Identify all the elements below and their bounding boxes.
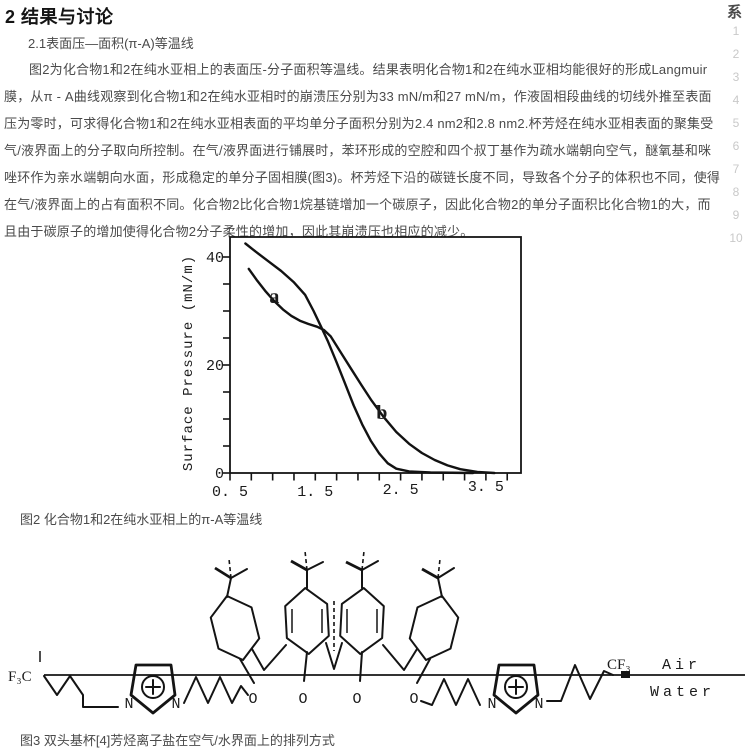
cf3-label: CF₃ [607,657,631,673]
left-linker-chain [183,676,249,704]
figure2-chart: Surface Pressure (mN/m) 0 20 40 0. 5 1. … [181,236,522,501]
plus-charge-icon [141,675,165,699]
curve-a [244,242,475,475]
x-tick-label: 2. 5 [383,482,419,499]
benzene-ring [408,594,460,662]
page-number[interactable]: 2 [732,47,740,61]
benzene-ring [339,587,385,655]
subsection-heading: 2.1表面压—面积(π-A)等温线 [28,36,194,51]
n-atom-label: N [534,696,543,713]
x-tick-label: 3. 5 [468,479,504,496]
curve-label-a: a [269,286,279,308]
page-number[interactable]: 5 [732,116,740,130]
tert-butyl-group [421,558,455,598]
y-tick-label: 0 [215,466,224,483]
curve-label-b: b [376,402,387,424]
paragraph-line: 图2为化合物1和2在纯水亚相上的表面压-分子面积等温线。结果表明化合物1和2在纯… [29,62,708,77]
tert-butyl-group [214,558,248,598]
right-linker-chain [420,678,481,706]
page-number[interactable]: 7 [732,162,740,176]
bond-terminus-mark [621,671,630,678]
x-tick-label: 0. 5 [212,484,248,501]
paragraph-line: 膜，从π - A曲线观察到化合物1和2在纯水亚相时的崩溃压分别为33 mN/m和… [4,89,712,104]
sidebar-pager: 1 2 3 4 5 6 7 8 9 10 [724,20,748,250]
figure3-structure: F₃C N N [8,550,745,715]
air-label: Air [662,657,701,674]
paragraph-line: 气/液界面上的分子取向所控制。在气/液界面进行铺展时，苯环形成的空腔和四个叔丁基… [4,143,712,158]
page-number[interactable]: 6 [732,139,740,153]
methylene-bridge [382,644,418,671]
sidebar-partial-char: 系 [727,4,743,21]
o-atom-label: O [409,691,418,708]
o-atom-label: O [352,691,361,708]
figure2-caption: 图2 化合物1和2在纯水亚相上的π-A等温线 [20,512,263,527]
page-number[interactable]: 8 [732,185,740,199]
n-atom-label: N [124,696,133,713]
page-number[interactable]: 9 [732,208,740,222]
y-tick-label: 40 [206,250,224,267]
o-atom-label: O [248,691,257,708]
paragraph-line: 压为零时，可求得化合物1和2在纯水亚相表面的平均单分子面积分别为2.4 nm2和… [4,116,714,131]
f3c-label: F₃C [8,669,32,685]
paragraph-line: 在气/液界面上的占有面积不同。化合物2比化合物1烷基链增加一个碳原子，因此化合物… [4,197,711,212]
water-label: Water [650,684,715,701]
paragraph-line: 且由于碳原子的增加使得化合物2分子柔性的增加，因此其崩溃压也相应的减少。 [4,224,474,239]
y-axis-title: Surface Pressure (mN/m) [181,255,197,471]
benzene-ring [284,587,330,655]
y-ticks [223,256,230,474]
section-heading: 2 结果与讨论 [5,7,114,27]
n-atom-label: N [487,696,496,713]
page-number[interactable]: 3 [732,70,740,84]
figure3-caption: 图3 双头基杯[4]芳烃离子盐在空气/水界面上的排列方式 [20,733,335,748]
imidazolium-ring-left: N N [124,663,181,715]
page-number[interactable]: 1 [732,24,740,38]
plus-charge-icon [504,675,528,699]
left-alkyl-chain [43,675,119,708]
right-alkyl-chain [546,664,614,702]
y-tick-label: 20 [206,358,224,375]
x-tick-label: 1. 5 [297,484,333,501]
page-number[interactable]: 10 [729,231,743,245]
paragraph-line: 唑环作为亲水端朝向水面，形成稳定的单分子固相膜(图3)。杯芳烃下沿的碳链长度不同… [4,170,721,185]
methylene-bridge [325,642,343,670]
x-ticks [229,473,509,481]
n-atom-label: N [171,696,180,713]
tert-butyl-group [290,550,324,589]
plot-frame [229,236,522,474]
calixarene-core [209,550,460,684]
page-number[interactable]: 4 [732,93,740,107]
body-paragraph: 图2为化合物1和2在纯水亚相上的表面压-分子面积等温线。结果表明化合物1和2在纯… [4,56,721,245]
benzene-ring [209,594,261,662]
o-atom-label: O [298,691,307,708]
imidazolium-ring-right: N N [487,663,544,715]
curve-b [247,267,496,475]
methylene-bridge [251,644,287,671]
tert-butyl-group [345,550,379,589]
